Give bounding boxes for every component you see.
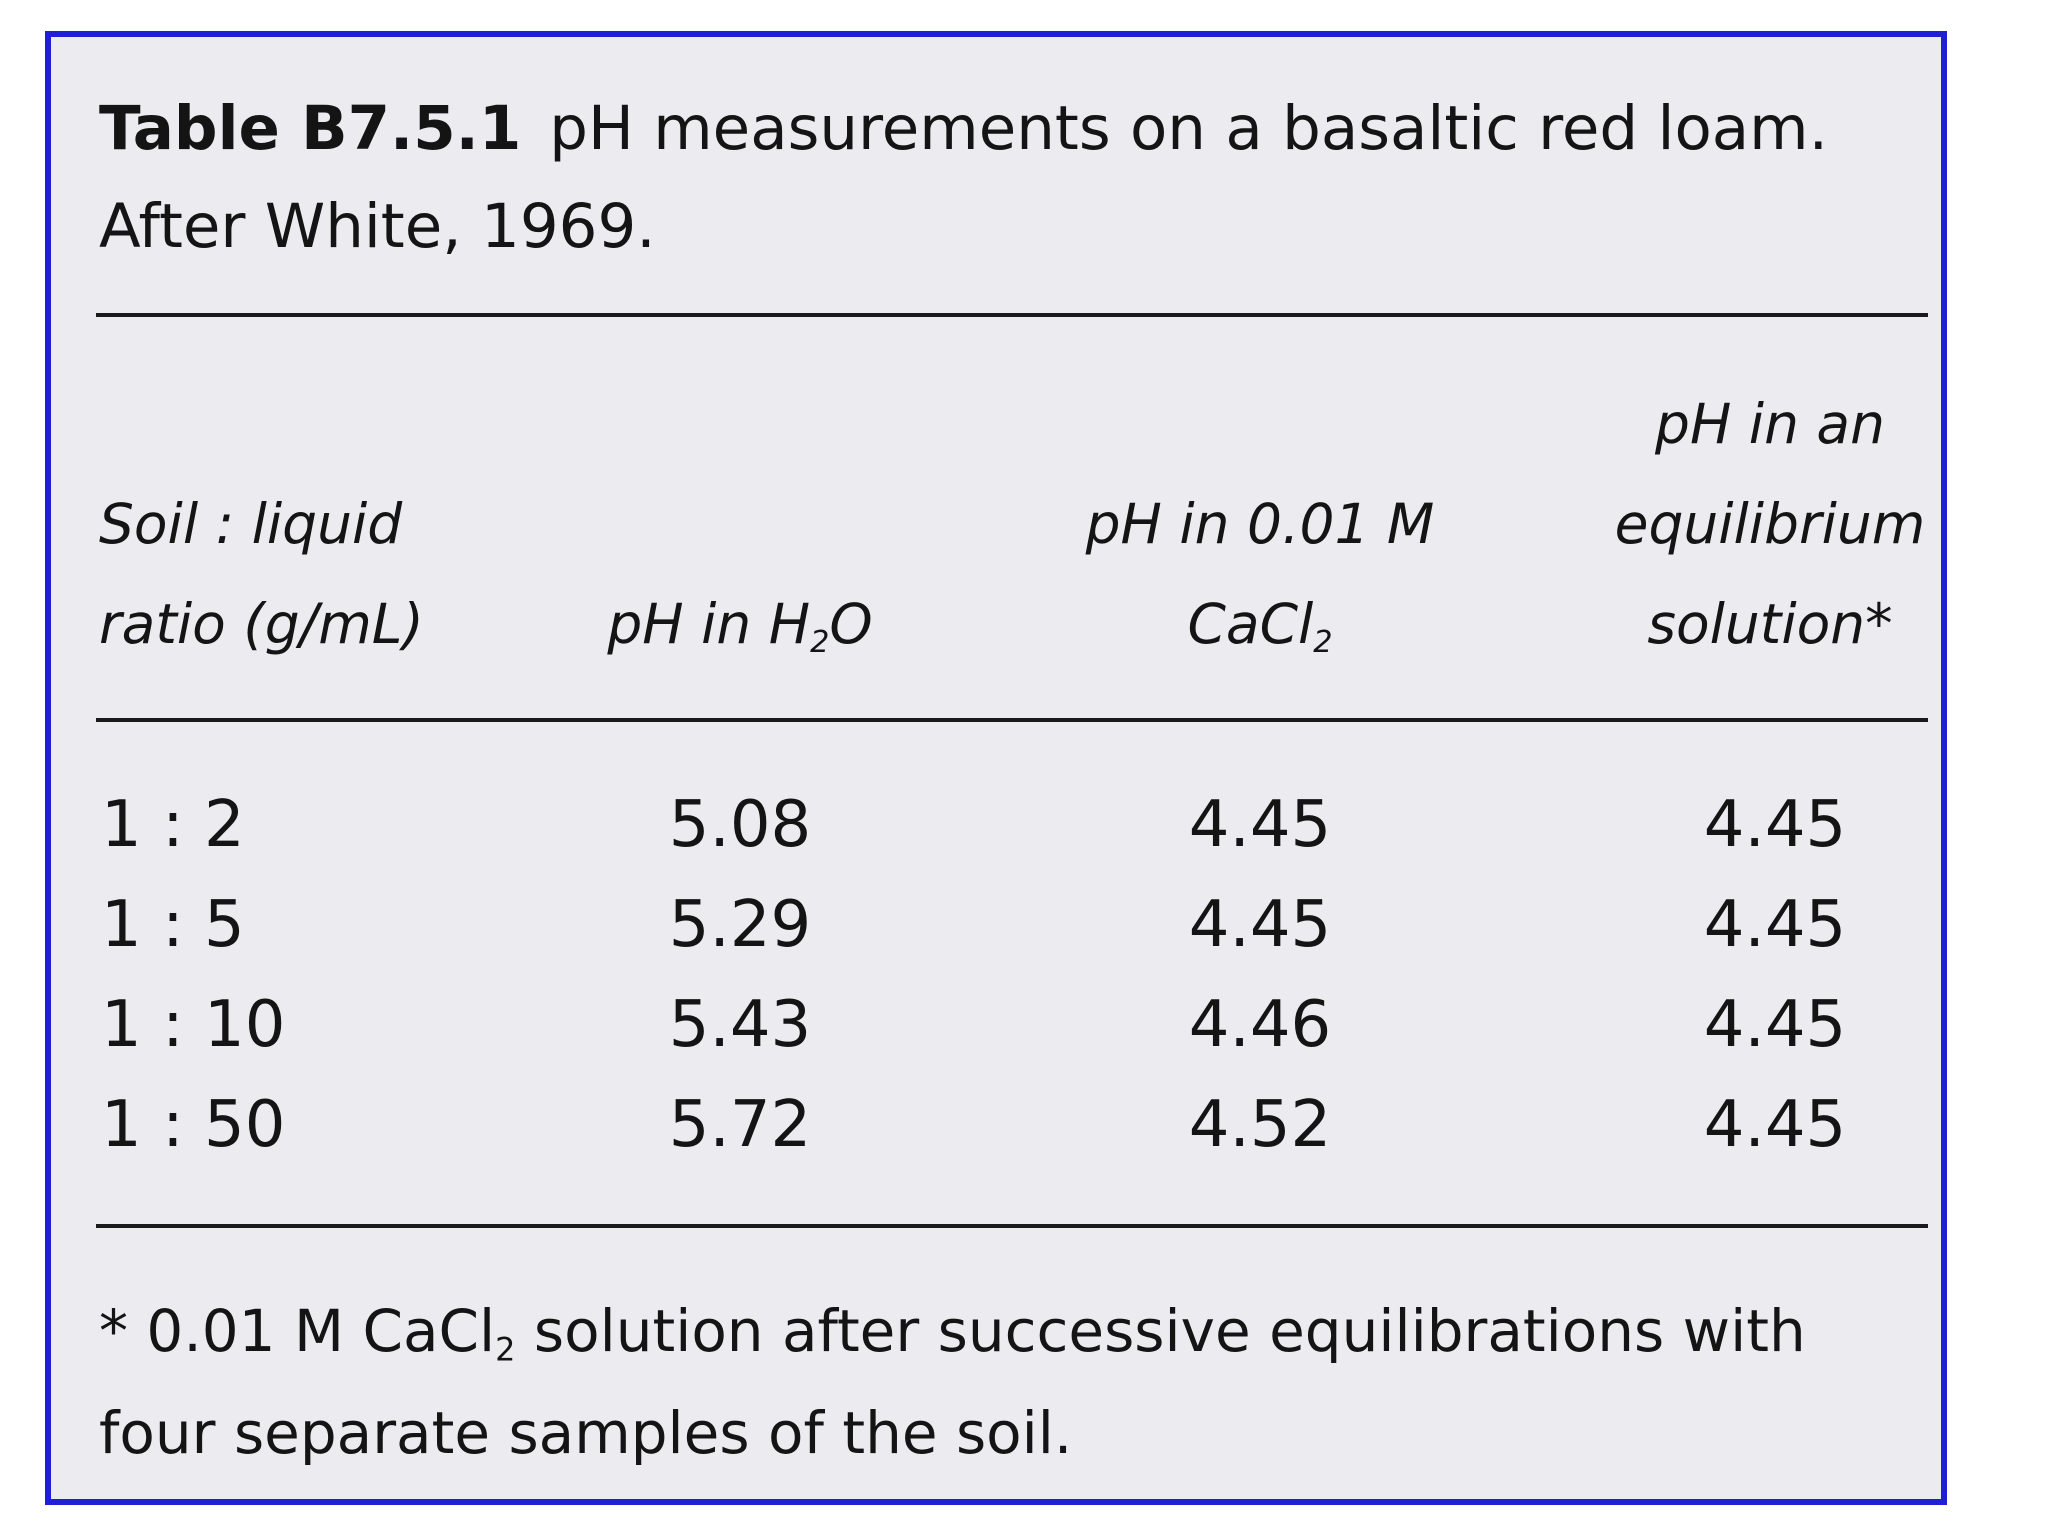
header-ph-h2o-text: pH in H2O [530,574,950,674]
cell-ph-cacl2: 4.52 [1188,1088,1332,1162]
bottom-rule [96,1224,1928,1228]
table-row: 1 : 2 5.08 4.45 4.45 [0,775,2048,875]
header-ph-equilibrium-line2: equilibrium [1614,492,1926,556]
table-row: 1 : 5 5.29 4.45 4.45 [0,875,2048,975]
header-ph-equilibrium-line3: solution* [1647,592,1893,656]
cell-ph-cacl2: 4.46 [1188,988,1332,1062]
cell-ratio: 1 : 5 [101,888,245,962]
header-soil-ratio-line1: Soil : liquid [99,492,403,556]
header-ph-equilibrium: pH in an equilibrium solution* [1560,374,1980,674]
top-rule [96,313,1928,317]
header-ph-cacl2-line2: CaCl2 [1010,574,1510,674]
header-ph-cacl2: pH in 0.01 M CaCl2 [1010,474,1510,674]
cell-ph-equilibrium: 4.45 [1703,888,1847,962]
cell-ph-h2o: 5.29 [668,888,812,962]
table-source: After White, 1969. [99,191,656,262]
header-ph-equilibrium-line1: pH in an [1655,392,1885,456]
header-ph-cacl2-line1: pH in 0.01 M [1085,492,1435,556]
table-caption: Table B7.5.1 pH measurements on a basalti… [99,80,1929,276]
table-label: Table B7.5.1 [99,93,522,164]
cell-ratio: 1 : 10 [101,988,286,1062]
cell-ph-equilibrium: 4.45 [1703,988,1847,1062]
cell-ratio: 1 : 50 [101,1088,286,1162]
header-soil-ratio-line2: ratio (g/mL) [99,592,424,656]
header-ph-h2o-after: O [829,592,873,656]
table-row: 1 : 10 5.43 4.46 4.45 [0,975,2048,1075]
header-rule [96,718,1928,722]
header-soil-ratio: Soil : liquid ratio (g/mL) [99,474,424,674]
cell-ph-h2o: 5.43 [668,988,812,1062]
header-ph-cacl2-before: CaCl [1187,592,1314,656]
cell-ratio: 1 : 2 [101,788,245,862]
cell-ph-equilibrium: 4.45 [1703,788,1847,862]
footnote-after: solution after successive equilibrations… [99,1297,1806,1467]
cell-ph-equilibrium: 4.45 [1703,1088,1847,1162]
cell-ph-cacl2: 4.45 [1188,788,1332,862]
table-frame [45,31,1947,1505]
cell-ph-cacl2: 4.45 [1188,888,1332,962]
footnote-before: * 0.01 M CaCl [99,1297,496,1365]
header-ph-h2o: pH in H2O [530,574,950,674]
cell-ph-h2o: 5.08 [668,788,812,862]
header-ph-h2o-sub: 2 [810,625,830,661]
header-ph-cacl2-sub: 2 [1313,625,1333,661]
table-footnote: * 0.01 M CaCl2 solution after successive… [99,1280,1929,1484]
table-row: 1 : 50 5.72 4.52 4.45 [0,1075,2048,1175]
footnote-sub: 2 [495,1330,516,1369]
header-ph-h2o-before: pH in H [607,592,811,656]
table-title: pH measurements on a basaltic red loam. [549,93,1828,164]
cell-ph-h2o: 5.72 [668,1088,812,1162]
